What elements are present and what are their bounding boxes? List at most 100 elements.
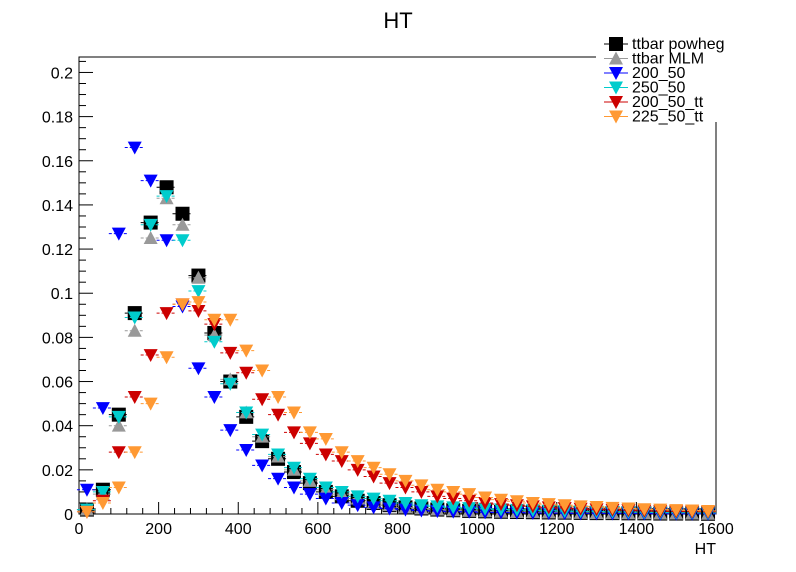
legend-marker xyxy=(609,51,623,65)
data-point xyxy=(669,504,684,518)
data-point xyxy=(350,463,365,477)
data-point xyxy=(286,481,301,495)
data-point xyxy=(175,217,190,231)
data-point xyxy=(462,488,477,502)
data-point xyxy=(685,504,700,518)
data-point xyxy=(302,488,317,502)
y-tick-label: 0.16 xyxy=(42,154,73,171)
legend-marker xyxy=(609,37,623,51)
data-point xyxy=(398,481,413,495)
data-point xyxy=(175,206,190,221)
axis-ticks xyxy=(78,60,717,515)
data-point xyxy=(111,481,126,495)
data-point xyxy=(271,472,286,486)
legend-label: 200_50_tt xyxy=(632,94,704,111)
data-point xyxy=(605,501,620,515)
data-point xyxy=(191,296,206,310)
data-point xyxy=(223,313,238,327)
data-markers xyxy=(76,141,719,521)
data-point xyxy=(191,362,206,376)
y-tick-label: 0.18 xyxy=(42,110,73,127)
data-point xyxy=(111,410,126,424)
data-point xyxy=(111,227,126,241)
data-point xyxy=(127,391,142,404)
chart-title: HT xyxy=(383,8,412,33)
data-point xyxy=(127,141,142,155)
data-point xyxy=(334,497,349,510)
data-point xyxy=(127,311,142,325)
legend-marker xyxy=(609,110,623,124)
data-point xyxy=(334,446,349,460)
x-tick-label: 1000 xyxy=(459,521,495,538)
data-point xyxy=(191,270,206,284)
data-point xyxy=(239,444,254,457)
data-point xyxy=(462,502,477,516)
data-point xyxy=(175,298,190,312)
plot-frame xyxy=(78,56,717,515)
data-point xyxy=(509,495,524,509)
y-tick-label: 0.14 xyxy=(42,198,73,215)
tick-labels: 0 200 400 600 800 1000 1200 1400 1600 0 0.02 0.04 0.… xyxy=(42,65,734,538)
data-point xyxy=(143,231,158,244)
data-point xyxy=(350,455,365,469)
data-point xyxy=(207,335,222,349)
data-point xyxy=(446,485,461,499)
data-point xyxy=(286,426,301,440)
data-point xyxy=(191,304,206,318)
data-point xyxy=(223,346,238,360)
data-point xyxy=(111,418,126,432)
x-tick-label: 1400 xyxy=(619,521,655,538)
data-point xyxy=(255,364,270,378)
data-point xyxy=(478,491,493,505)
x-tick-label: 400 xyxy=(225,521,252,538)
x-tick-label: 800 xyxy=(384,521,411,538)
y-tick-label: 0 xyxy=(64,507,73,524)
data-point xyxy=(95,497,110,510)
data-point xyxy=(127,446,142,460)
data-point xyxy=(414,499,429,513)
data-point xyxy=(175,234,190,248)
data-point xyxy=(159,190,174,204)
legend-label: 250_50 xyxy=(632,80,685,97)
data-point xyxy=(430,490,445,504)
data-point xyxy=(271,391,286,404)
data-point xyxy=(255,459,270,473)
data-point xyxy=(446,492,461,506)
y-tick-label: 0.2 xyxy=(51,65,73,82)
data-point xyxy=(159,234,174,248)
data-point xyxy=(127,323,142,337)
data-point xyxy=(318,448,333,462)
data-point xyxy=(334,485,349,499)
x-tick-label: 0 xyxy=(75,521,84,538)
data-point xyxy=(271,448,286,462)
data-point xyxy=(430,483,445,497)
data-point xyxy=(239,366,254,380)
data-point xyxy=(398,503,413,517)
data-point xyxy=(286,406,301,420)
x-tick-label: 1600 xyxy=(698,521,734,538)
series-6 xyxy=(76,296,719,519)
data-point xyxy=(255,393,270,407)
data-point xyxy=(302,472,317,486)
data-point xyxy=(350,499,365,513)
data-point xyxy=(239,406,254,420)
data-point xyxy=(557,499,572,513)
data-point xyxy=(398,497,413,510)
data-point xyxy=(366,470,381,484)
data-point xyxy=(318,432,333,446)
data-point xyxy=(462,494,477,508)
legend-label: 200_50 xyxy=(632,65,685,82)
y-tick-label: 0.06 xyxy=(42,375,73,392)
data-point xyxy=(414,485,429,499)
data-point xyxy=(191,285,206,299)
data-point xyxy=(621,502,636,516)
data-point xyxy=(159,351,174,365)
data-point xyxy=(366,461,381,475)
legend-marker xyxy=(609,67,623,80)
data-point xyxy=(382,468,397,482)
x-tick-label: 200 xyxy=(145,521,172,538)
data-point xyxy=(573,500,588,514)
data-point xyxy=(446,501,461,515)
